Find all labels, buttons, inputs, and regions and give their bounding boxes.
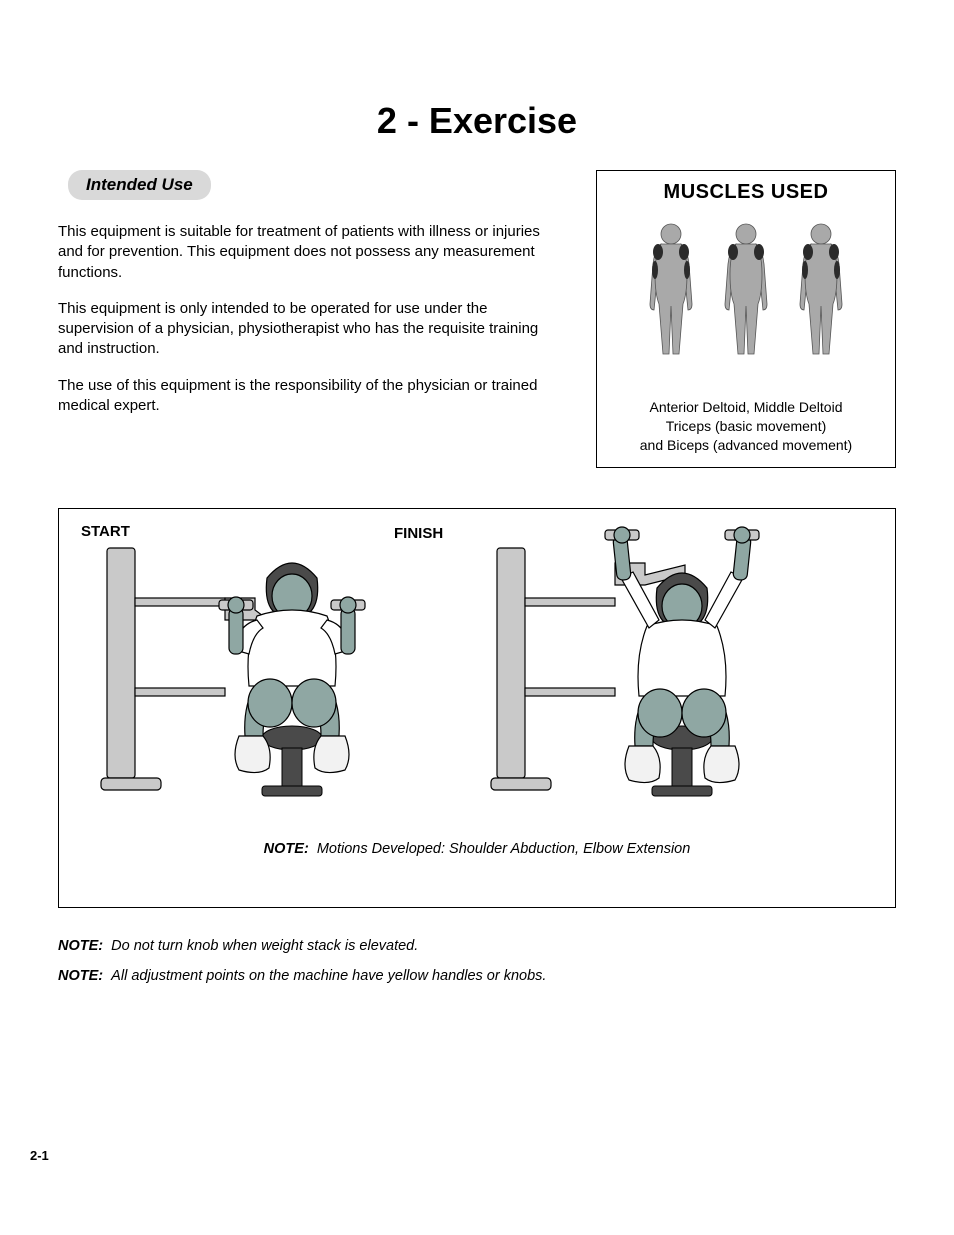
intended-use-p3: The use of this equipment is the respons… [58,376,556,417]
page-title: 2 - Exercise [58,100,896,142]
exercise-note-text: Motions Developed: Shoulder Abduction, E… [317,841,690,857]
muscles-used-title: MUSCLES USED [607,181,885,204]
muscles-caption-line2: Triceps (basic movement) [607,417,885,436]
exercise-note: NOTE: Motions Developed: Shoulder Abduct… [73,841,881,857]
note-2-label: NOTE: [58,968,103,984]
note-1: NOTE: Do not turn knob when weight stack… [58,938,896,954]
intended-use-p2: This equipment is only intended to be op… [58,299,556,360]
start-label: START [81,523,130,540]
muscles-caption: Anterior Deltoid, Middle Deltoid Triceps… [607,398,885,455]
note-1-label: NOTE: [58,938,103,954]
note-2-text: All adjustment points on the machine hav… [111,968,546,984]
page-number: 2-1 [30,1148,49,1163]
intended-use-p1: This equipment is suitable for treatment… [58,222,556,283]
finish-label: FINISH [394,525,443,542]
note-2: NOTE: All adjustment points on the machi… [58,968,896,984]
intended-use-column: Intended Use This equipment is suitable … [58,170,566,468]
intended-use-heading: Intended Use [68,170,211,200]
muscles-caption-line3: and Biceps (advanced movement) [607,436,885,455]
anatomy-figure-icon [631,212,861,392]
note-1-text: Do not turn knob when weight stack is el… [111,938,418,954]
exercise-figure-icon [73,523,881,833]
top-row: Intended Use This equipment is suitable … [58,170,896,468]
exercise-illustration-box: START FINISH [58,508,896,908]
muscles-used-box: MUSCLES USED [596,170,896,468]
muscles-caption-line1: Anterior Deltoid, Middle Deltoid [607,398,885,417]
exercise-note-label: NOTE: [264,841,309,857]
